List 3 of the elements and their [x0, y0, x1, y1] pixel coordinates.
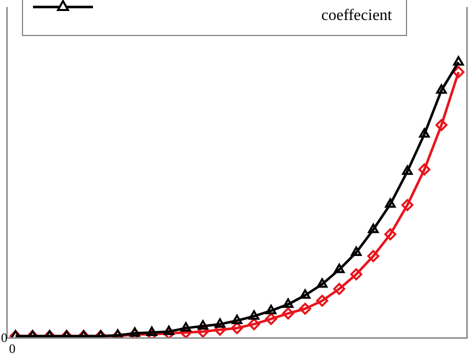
text: 0 [9, 341, 16, 357]
annotation: 0 [1, 330, 8, 346]
text: coeffecient [321, 7, 392, 25]
